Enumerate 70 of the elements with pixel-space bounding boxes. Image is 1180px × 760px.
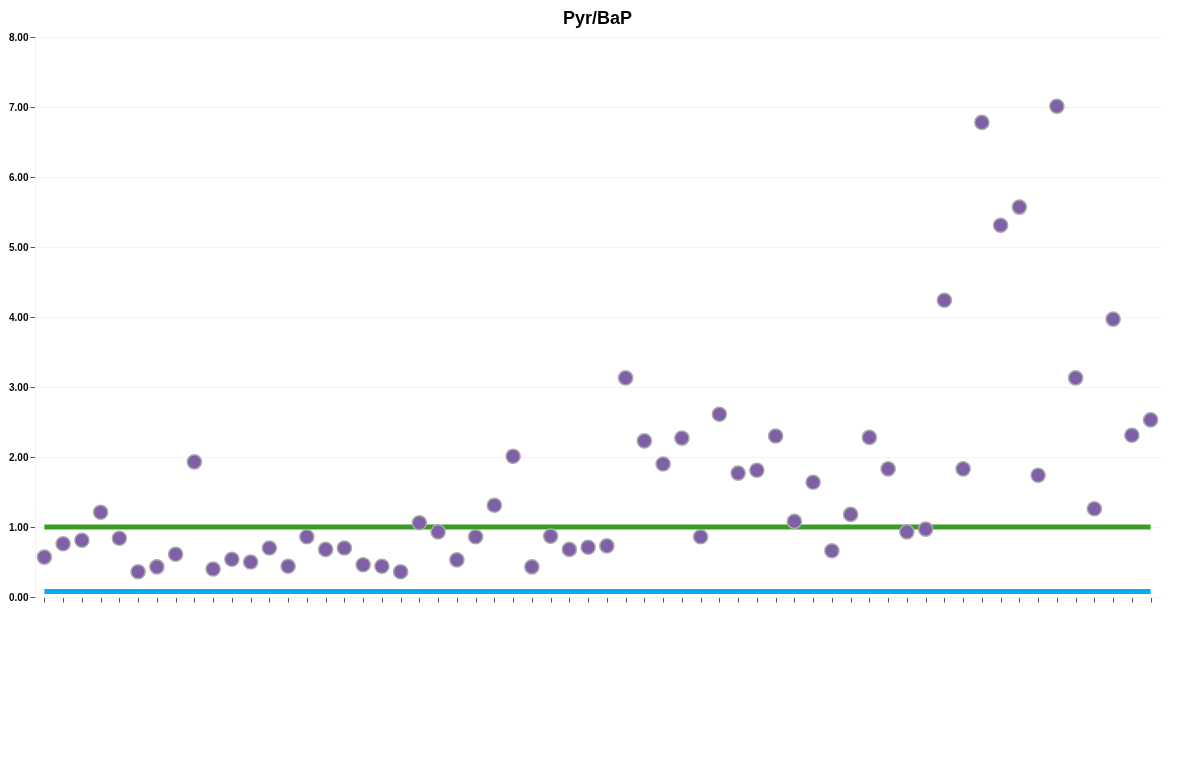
point	[805, 474, 821, 491]
point	[261, 540, 278, 556]
point	[955, 461, 971, 477]
point	[1105, 311, 1121, 327]
point	[842, 506, 859, 523]
point	[786, 513, 803, 530]
point	[542, 528, 559, 544]
point	[580, 539, 596, 556]
y-tick-label: 8.00	[9, 31, 29, 43]
point	[242, 554, 259, 570]
point	[636, 433, 653, 449]
point	[374, 558, 390, 575]
point	[92, 504, 109, 521]
point	[317, 541, 334, 558]
point	[205, 561, 221, 577]
point	[861, 429, 878, 446]
point	[992, 217, 1009, 234]
point	[936, 292, 953, 309]
chart-title: Pyr/BaP	[562, 8, 633, 28]
point	[1067, 370, 1084, 386]
point	[36, 549, 53, 565]
y-tick-label: 1.00	[9, 521, 29, 533]
point	[392, 563, 409, 580]
point	[505, 448, 521, 465]
y-tick-label: 0.00	[9, 591, 29, 603]
point	[111, 530, 128, 547]
point	[280, 558, 296, 575]
point	[692, 528, 709, 545]
point	[1124, 427, 1140, 444]
y-tick-label: 3.00	[9, 381, 29, 393]
point	[1086, 500, 1103, 517]
point	[486, 497, 503, 514]
point	[355, 556, 371, 573]
point	[224, 551, 240, 568]
point	[467, 528, 484, 545]
point	[1142, 412, 1159, 428]
y-tick-label: 5.00	[9, 241, 29, 253]
point	[1030, 467, 1046, 484]
point	[824, 542, 840, 559]
point	[655, 456, 671, 472]
y-tick-label: 2.00	[9, 451, 29, 463]
y-tick-label: 4.00	[9, 311, 29, 323]
y-tick-label: 6.00	[9, 171, 29, 183]
point	[1049, 98, 1065, 115]
point	[1011, 199, 1028, 215]
point	[899, 524, 915, 540]
point	[336, 540, 353, 556]
point	[767, 428, 784, 444]
point	[74, 532, 90, 549]
point	[617, 370, 634, 386]
point	[917, 521, 934, 537]
point	[167, 546, 184, 563]
point	[299, 528, 315, 545]
point	[186, 454, 203, 470]
point	[880, 461, 896, 477]
point	[749, 462, 765, 479]
y-tick-label: 7.00	[9, 101, 29, 113]
point	[411, 514, 428, 531]
point	[55, 535, 71, 552]
point	[561, 541, 578, 558]
point	[149, 559, 165, 575]
point	[599, 538, 615, 554]
point	[730, 465, 746, 481]
point	[524, 559, 540, 575]
point	[130, 563, 146, 580]
point	[711, 406, 728, 423]
point	[449, 552, 465, 568]
point	[974, 114, 990, 131]
point	[430, 524, 446, 540]
point	[674, 430, 690, 446]
